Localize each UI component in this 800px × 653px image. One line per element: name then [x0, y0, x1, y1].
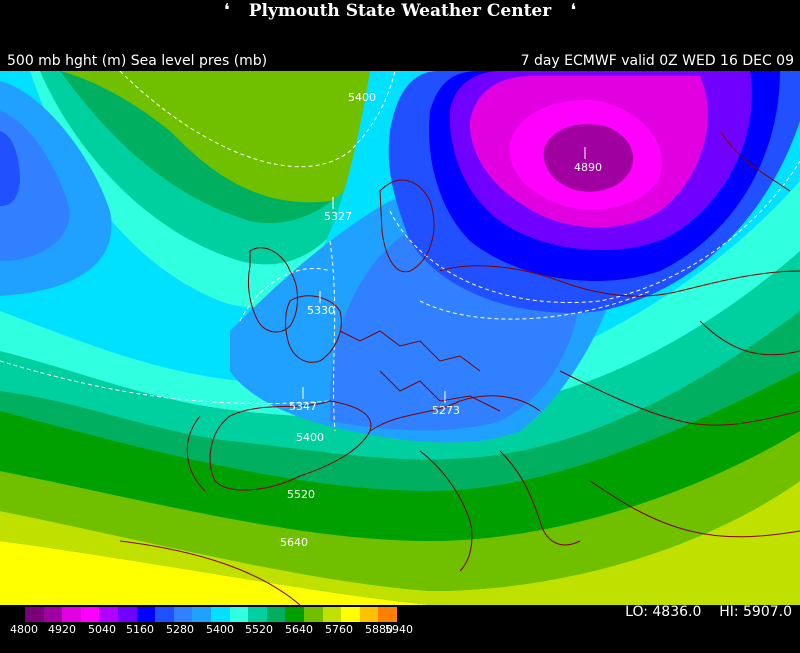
color-swatch — [378, 607, 397, 622]
min-value: LO: 4836.0 — [625, 604, 702, 620]
north-low-core — [543, 124, 634, 192]
min-max-stats: LO: 4836.0 HI: 5907.0 — [625, 603, 792, 621]
legend-tick-label: 5940 — [385, 623, 413, 636]
bird-icon: ❛ — [223, 0, 230, 21]
color-swatch — [136, 607, 156, 622]
legend-tick-label: 5160 — [126, 623, 154, 636]
color-swatch — [266, 607, 286, 622]
color-swatch — [192, 607, 211, 622]
center-value: 5327 — [324, 210, 352, 223]
color-swatch — [229, 607, 249, 622]
contour-label: 5640 — [280, 536, 308, 549]
band-5760 — [0, 481, 800, 605]
color-swatch — [285, 607, 304, 622]
band-5880 — [0, 541, 430, 605]
color-swatch — [210, 607, 230, 622]
legend-tick-label: 5880 — [365, 623, 393, 636]
height-contour-map: 5400 4890 5327 5330 5347 5273 5400 5520 … — [0, 71, 800, 605]
center-value: 5273 — [432, 404, 460, 417]
center-value: 5330 — [307, 304, 335, 317]
legend-tick-label: 5640 — [285, 623, 313, 636]
color-swatch — [80, 607, 100, 622]
legend-tick-label: 5760 — [325, 623, 353, 636]
contour-label: 5400 — [296, 431, 324, 444]
color-swatch — [62, 607, 81, 622]
low-center-value: 4890 — [574, 161, 602, 174]
coastlines — [119, 130, 800, 605]
contour-label: 5400 — [348, 91, 376, 104]
color-swatch — [303, 607, 323, 622]
bird-icon: ❛ — [570, 0, 577, 21]
page-title: Plymouth State Weather Center — [248, 1, 552, 21]
color-swatch — [359, 607, 379, 622]
color-swatch — [117, 607, 137, 622]
color-swatch — [322, 607, 342, 622]
max-value: HI: 5907.0 — [719, 604, 792, 620]
contour-label: 5520 — [287, 488, 315, 501]
color-swatch — [155, 607, 174, 622]
color-legend — [25, 607, 397, 622]
band-5640 — [0, 371, 800, 541]
color-swatch — [43, 607, 63, 622]
color-swatch — [173, 607, 193, 622]
color-swatch — [248, 607, 267, 622]
weather-map: 5400 4890 5327 5330 5347 5273 5400 5520 … — [0, 71, 800, 605]
band-north-green — [60, 71, 420, 203]
band-5640-5760 — [0, 431, 800, 591]
model-valid-time: 7 day ECMWF valid 0Z WED 16 DEC 09 — [520, 53, 794, 69]
legend-tick-label: 5400 — [206, 623, 234, 636]
color-swatch — [99, 607, 118, 622]
color-legend-labels: 4800 4920 5040 5160 5280 5400 5520 5640 5760 5880… — [0, 623, 600, 639]
field-description: 500 mb hght (m) Sea level pres (mb) — [7, 53, 268, 69]
isobar-lines — [0, 71, 800, 432]
west-low-mid — [0, 111, 70, 261]
center-value: 5347 — [289, 400, 317, 413]
legend-tick-label: 5040 — [88, 623, 116, 636]
legend-tick-label: 4920 — [48, 623, 76, 636]
color-swatch — [25, 607, 44, 622]
color-swatch — [341, 607, 360, 622]
legend-tick-label: 5520 — [245, 623, 273, 636]
center-markers — [302, 147, 586, 403]
legend-tick-label: 5280 — [166, 623, 194, 636]
west-low-core — [0, 131, 20, 206]
legend-tick-label: 4800 — [10, 623, 38, 636]
header-bar: ❛ Plymouth State Weather Center ❛ — [0, 0, 800, 22]
